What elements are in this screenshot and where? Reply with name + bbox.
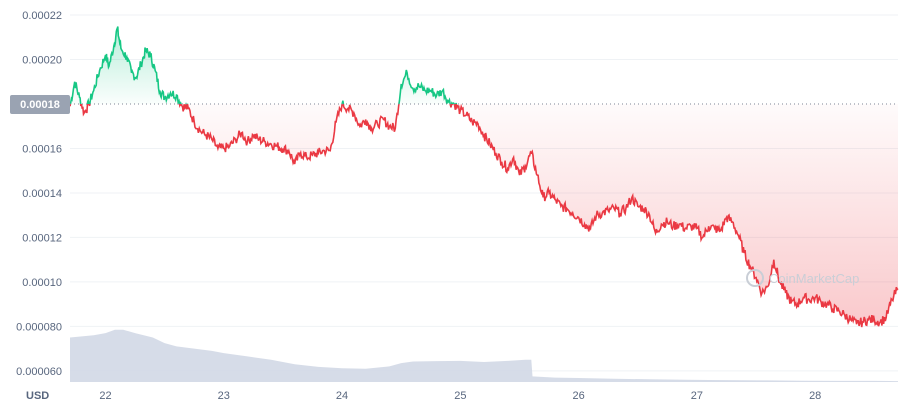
currency-label: USD [26,390,49,402]
watermark-text: CoinMarketCap [769,271,859,286]
watermark-logo-icon [746,269,764,287]
x-tick-label: 28 [809,390,821,402]
y-tick-label: 0.00014 [22,188,62,200]
x-tick-label: 25 [454,390,466,402]
y-tick-label: 0.00010 [22,277,62,289]
volume-area [70,329,898,382]
fill-above [70,26,898,104]
y-tick-label: 0.00012 [22,232,62,244]
y-tick-label: 0.000060 [16,366,62,378]
volume-area-path [70,329,898,382]
x-tick-label: 22 [99,390,111,402]
x-tick-label: 26 [573,390,585,402]
y-axis: 0.00022 0.00020 0.00016 0.00014 0.00012 0.000… [16,10,62,378]
reference-label-text: 0.00018 [20,99,60,111]
y-tick-label: 0.00022 [22,10,62,22]
reference-label-box [10,95,70,114]
price-line [70,26,899,328]
fill-below [70,104,898,328]
price-fill [70,26,898,328]
x-tick-label: 23 [218,390,230,402]
y-tick-label: 0.00016 [22,143,62,155]
y-tick-label: 0.000080 [16,321,62,333]
grid-lines [70,14,898,372]
x-axis: 22 23 24 25 26 27 28 [99,390,821,402]
reference-label: 0.00018 [10,95,70,114]
y-tick-label: 0.00020 [22,54,62,66]
price-line-below [70,104,899,328]
x-tick-label: 27 [691,390,703,402]
watermark: CoinMarketCap [746,269,859,287]
x-tick-label: 24 [336,390,348,402]
